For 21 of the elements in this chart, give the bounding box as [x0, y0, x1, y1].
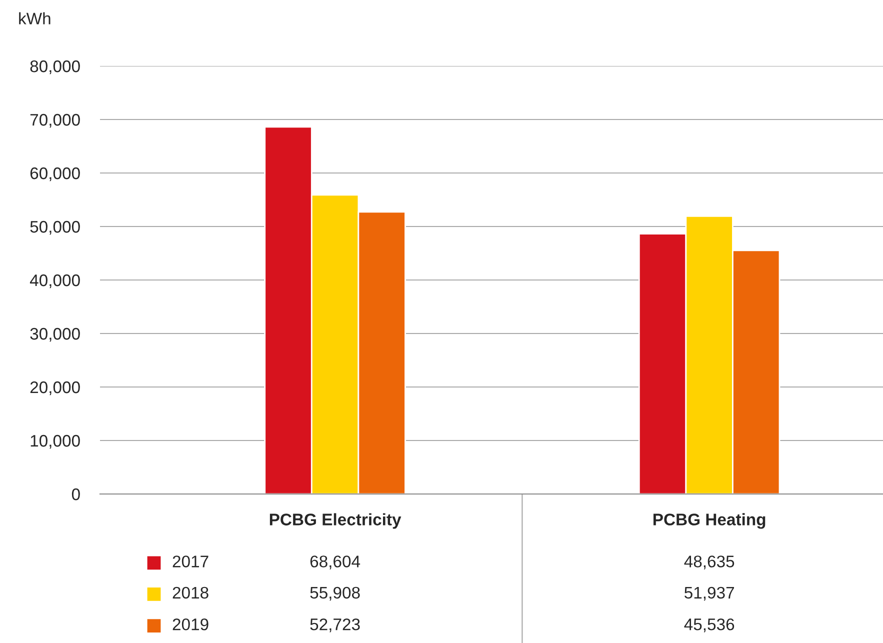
data-label: 48,635 [684, 556, 734, 570]
data-label: 51,937 [684, 586, 734, 601]
x-tick-label: PCBG Heating [654, 513, 766, 529]
y-tick-label: 40,000 [30, 274, 80, 288]
data-label: 68,604 [310, 556, 360, 570]
y-tick-label: 20,000 [30, 381, 80, 396]
legend-label: 2019 [172, 618, 208, 630]
y-tick-label: 50,000 [30, 220, 80, 235]
legend-label: 2017 [172, 556, 208, 568]
y-axis-title: kWh [19, 12, 50, 24]
y-tick-label: 10,000 [30, 434, 80, 449]
data-label: 52,723 [310, 618, 360, 632]
y-tick-label: 70,000 [30, 114, 80, 128]
y-tick-label: 30,000 [30, 328, 80, 342]
x-tick-label: PCBG Electricity [270, 513, 402, 529]
y-tick-label: 0 [72, 488, 80, 500]
legend-label: 2018 [172, 586, 208, 599]
y-tick-label: 60,000 [30, 167, 80, 182]
y-tick-label: 80,000 [30, 60, 80, 74]
data-label: 45,536 [684, 618, 734, 632]
data-label: 55,908 [310, 586, 360, 601]
